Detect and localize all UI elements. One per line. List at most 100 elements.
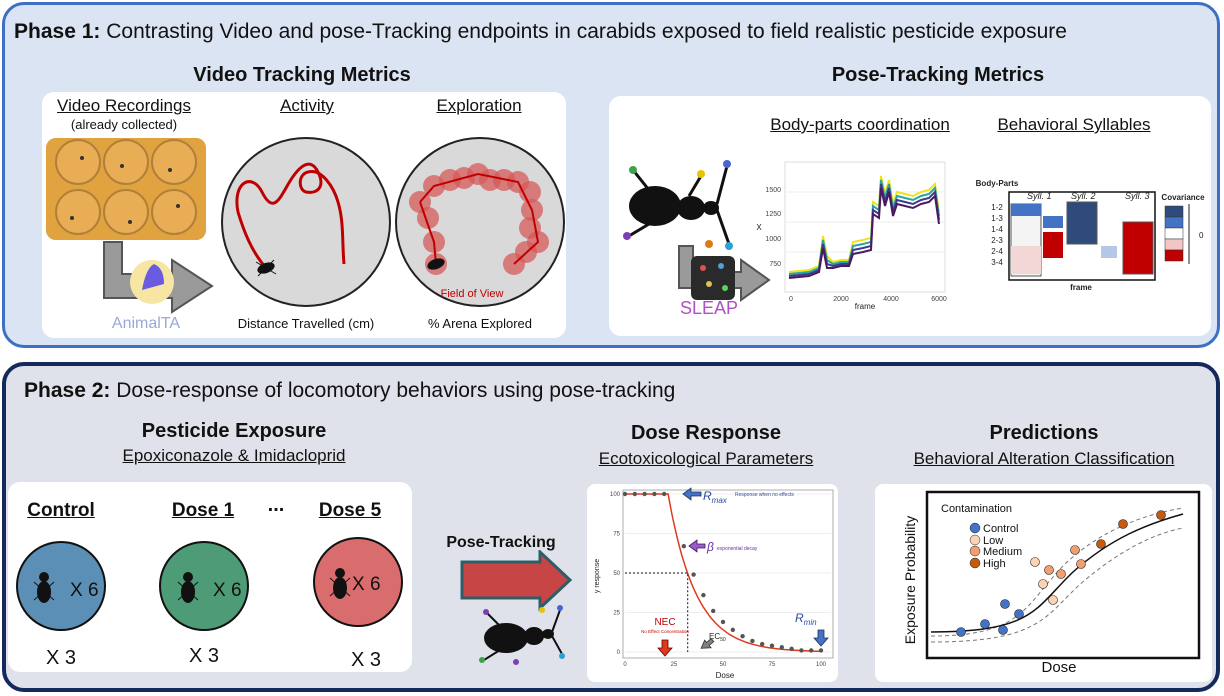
dose-response-xtick: 25 [671,662,678,668]
rmin-arrow-icon [813,629,829,647]
legend-title: Contamination [941,503,1012,515]
matrix-row-label: 1-2 [991,203,1003,212]
replicate-label: X 3 [189,645,219,667]
trace-ytick: 750 [769,261,781,268]
phase2-title-text: Dose-response of locomotory behaviors us… [116,379,676,402]
matrix-row-label: 2-4 [991,247,1003,256]
dose-response-point [691,572,696,577]
rmin-label: Rmin [795,611,817,627]
dose-response-point [789,646,794,652]
legend-item-medium: Medium [969,545,1022,558]
sleap-label: SLEAP [680,298,738,318]
dose-response-point [632,491,637,497]
nec-note: No Effect Concentration [641,629,689,634]
beta-note: exponential decay [717,546,758,552]
legend-item-control: Control [969,522,1018,535]
svg-text:Medium: Medium [983,546,1022,558]
video-recording-image [46,138,206,240]
beetle-icon [33,572,55,603]
dose-response-point [818,648,824,653]
exploration-label: Exploration [436,96,522,115]
dose-response-point [681,543,686,549]
prediction-curve [930,513,1184,633]
predictions-chart: Exposure Probability Dose Contamination … [902,490,1201,676]
beetle-icon [177,572,199,603]
control-dish [16,541,106,631]
dose-response-curve [625,493,821,653]
activity-caption: Distance Travelled (cm) [238,316,375,331]
dose-response-point [701,592,706,598]
dose-response-ytick: 0 [617,650,621,656]
syllable-matrix: Body-Parts 1-2 1-3 1-4 2-3 2-4 3-4 Syll.… [976,179,1205,292]
dose-response-xtick: 50 [720,662,727,668]
syllable-label: Syll. 2 [1071,191,1096,201]
dose-response-point [730,627,735,633]
phase2-title: Phase 2: Dose-response of locomotory beh… [24,379,675,403]
group-ellipsis: ... [267,494,285,516]
syllables-label: Behavioral Syllables [997,115,1151,134]
matrix-title: Body-Parts [976,179,1019,188]
dose-response-point [769,643,775,648]
matrix-row-label: 2-3 [991,236,1003,245]
matrix-row-label: 1-4 [991,225,1003,234]
beetle-skeleton-icon [623,160,733,250]
legend-item-low: Low [969,534,1003,547]
matrix-xlabel: frame [1070,283,1092,292]
video-tracking-graphics: AnimalTA Distance Travelled (cm) Field o… [46,137,565,332]
dose-response-point [809,648,814,653]
ec50-guide [625,572,689,652]
legend-item-high: High [969,557,1006,570]
svg-text:Low: Low [983,535,1003,547]
dose1-dish [159,541,249,631]
bodypart-trace-plot: 1500 1250 1000 750 0 2000 4000 6000 fram… [756,161,947,311]
matrix-row-label: 3-4 [991,258,1003,267]
beta-arrow-icon [688,539,706,553]
dose-response-point [662,491,667,497]
count-label: X 6 [70,580,99,601]
trace-ytick: 1000 [765,236,781,243]
ec50-label: EC50 [709,632,726,643]
exploration-caption: % Arena Explored [428,316,532,331]
rmax-arrow-icon [682,487,702,501]
covariance-label: Covariance [1161,193,1205,202]
video-recordings-note: (already collected) [70,117,178,132]
animalta-label: AnimalTA [112,315,180,332]
nec-arrow-icon [657,639,673,657]
dose-response-ytick: 100 [610,492,621,498]
dose-response-point [740,634,745,639]
group-label-dose5: Dose 5 [318,500,382,521]
svg-text:Control: Control [983,523,1018,535]
pose-tracking-arrow [460,550,573,665]
pose-tracking-graphics: SLEAP 1500 1250 1000 750 0 2000 4000 600… [623,160,1205,318]
syllable-label: Syll. 1 [1027,191,1052,201]
sleap-logo [691,256,735,300]
phase2-label: Phase 2: [24,379,111,402]
predictions-ylabel: Exposure Probability [902,516,918,644]
phase1-title: Phase 1: Contrasting Video and pose-Trac… [14,20,1067,44]
dose-response-point [622,491,628,497]
predictions-subheading: Behavioral Alteration Classification [913,449,1175,468]
dose-response-xtick: 75 [769,662,776,668]
phase1-label: Phase 1: [14,20,101,43]
trace-xtick: 0 [789,296,793,303]
video-recordings-label: Video Recordings [57,96,191,115]
group-label-dose1: Dose 1 [171,500,235,521]
trace-ytick: 1500 [765,187,781,194]
phase1-title-text: Contrasting Video and pose-Tracking endp… [106,20,1067,43]
replicate-label: X 3 [46,647,76,669]
dose-response-ytick: 25 [613,611,620,617]
beetle-icon [427,258,445,270]
group-label-control: Control [27,500,95,521]
trace-xtick: 2000 [833,296,849,303]
trace-ylabel: X [756,223,762,232]
pesticide-exposure-subheading: Epoxiconazole & Imidacloprid [122,446,346,465]
predictions-xlabel: Dose [1041,659,1076,676]
dose-response-point [799,648,804,653]
prediction-points [956,510,1166,637]
dose-response-ytick: 75 [613,532,620,538]
trace-xtick: 6000 [931,296,947,303]
prediction-upper-band [930,507,1184,637]
matrix-row-label: 1-3 [991,214,1003,223]
count-label: X 6 [213,580,242,601]
replicate-label: X 3 [351,649,381,671]
